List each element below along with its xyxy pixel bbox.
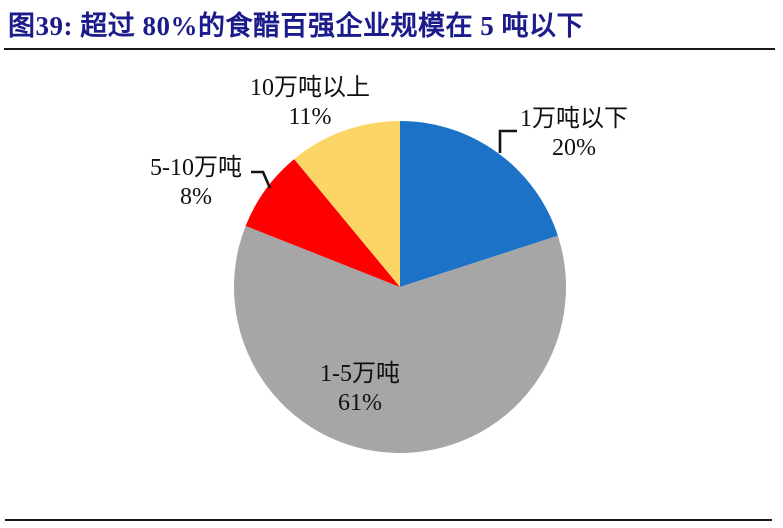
slice-percent-text: 11% (288, 104, 332, 130)
top-divider (4, 48, 775, 50)
pie-slice-4 (294, 121, 400, 287)
leader-line-blue-slice (498, 129, 517, 153)
slice-label-1-5wan: 1-5万吨 61% (240, 360, 480, 418)
slice-label-text: 5-10万吨 (150, 155, 242, 181)
slice-label-text: 10万吨以上 (250, 75, 370, 101)
bottom-divider (5, 519, 772, 521)
slice-percent-text: 8% (180, 184, 212, 210)
slice-label-text: 1万吨以下 (520, 106, 628, 132)
pie-slice-3 (245, 159, 400, 287)
slice-label-text: 1-5万吨 (320, 361, 400, 387)
slice-percent-text: 61% (338, 390, 382, 416)
slice-label-10wan-plus: 10万吨以上 11% (190, 74, 430, 132)
slice-label-5-10wan: 5-10万吨 8% (76, 154, 316, 212)
slice-label-under-1wan: 1万吨以下 20% (454, 105, 694, 163)
pie-slice-2 (234, 225, 567, 453)
figure-title: 图39: 超过 80%的食醋百强企业规模在 5 吨以下 (8, 11, 584, 41)
pie-slice-1 (400, 121, 558, 287)
slice-percent-text: 20% (552, 135, 596, 161)
pie-slices-group (234, 121, 567, 453)
leader-line-red-slice (251, 170, 272, 189)
